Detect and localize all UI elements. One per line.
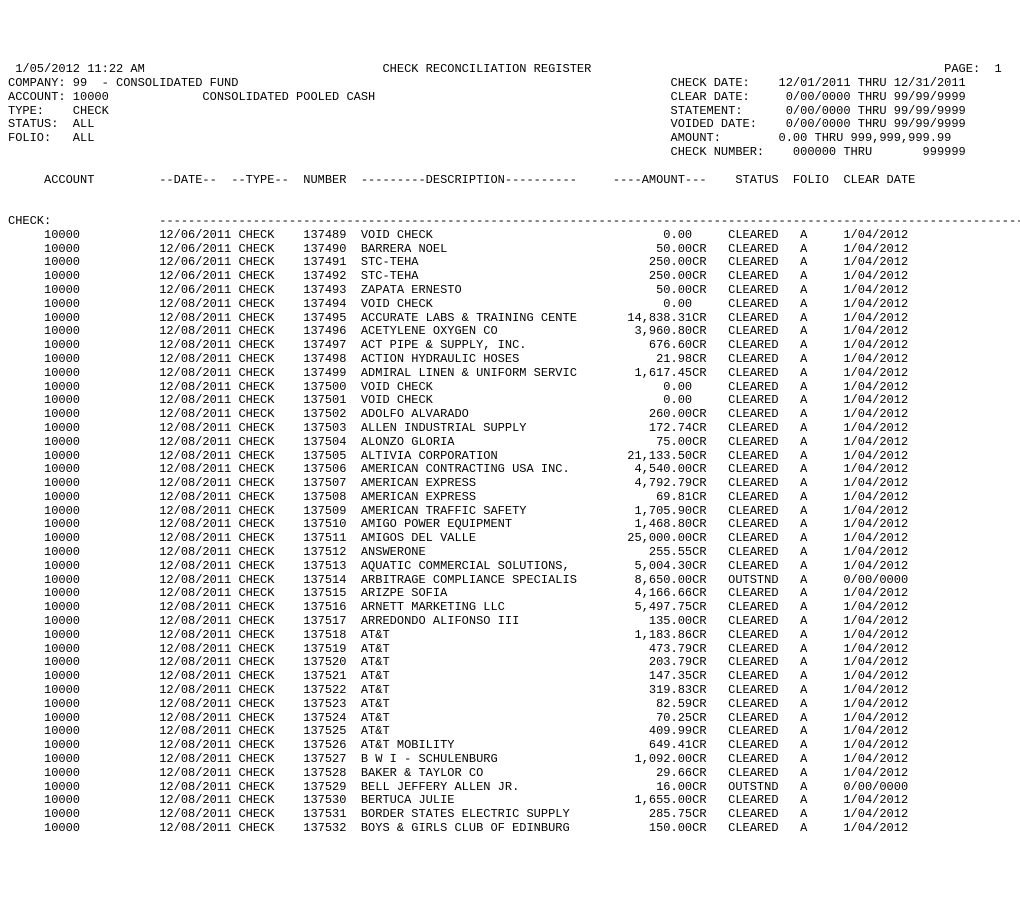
check-reconciliation-report: 1/05/2012 11:22 AM CHECK RECONCILIATION … <box>8 63 1012 836</box>
